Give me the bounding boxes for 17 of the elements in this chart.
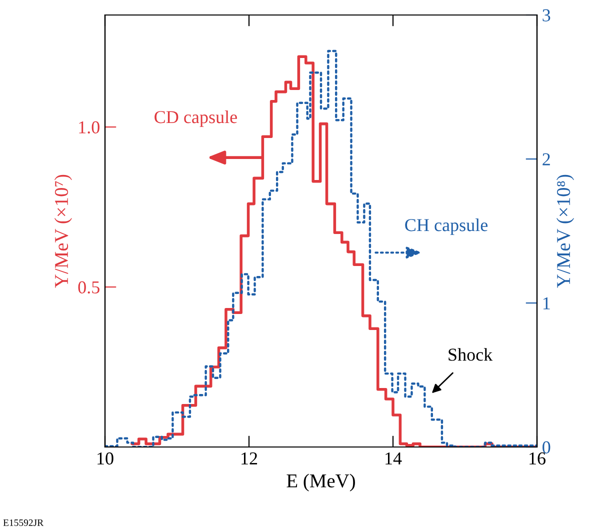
y2-tick-label: 3 bbox=[542, 9, 550, 22]
y2-tick-label: 1 bbox=[543, 297, 550, 310]
y-tick-label: 0.5 bbox=[78, 281, 100, 294]
series-label: CH capsule bbox=[405, 218, 488, 235]
x-tick-label: 10 bbox=[98, 452, 114, 465]
y-axis-title: Y/MeV (×10⁷) bbox=[54, 174, 72, 288]
text: E15592JR bbox=[3, 519, 44, 526]
x-tick-label: 14 bbox=[386, 452, 402, 464]
annotation: Shock bbox=[448, 348, 493, 361]
x-axis-title: E (MeV) bbox=[286, 474, 355, 492]
series-label: CD capsule bbox=[154, 110, 237, 127]
y2-axis-title: Y/MeV (×10⁸) bbox=[556, 174, 574, 288]
x-tick-label: 16 bbox=[530, 452, 546, 465]
y2-tick-label: 0 bbox=[542, 441, 550, 454]
x-tick-label: 12 bbox=[242, 452, 258, 464]
y-tick-label: 1.0 bbox=[79, 121, 100, 134]
y2-tick-label: 2 bbox=[542, 153, 550, 166]
